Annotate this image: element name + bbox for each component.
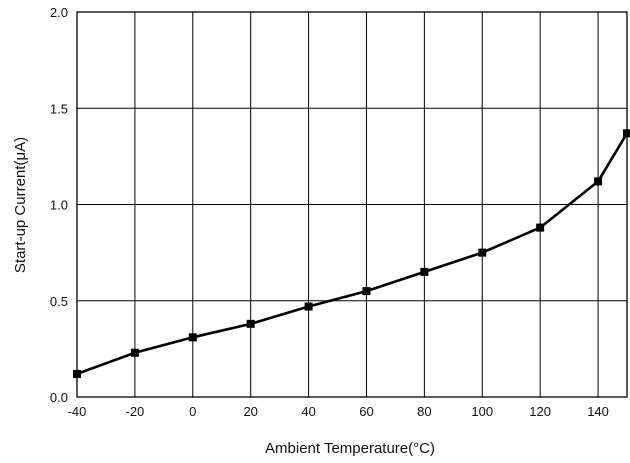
y-axis-label: Start-up Current(μA) (12, 137, 29, 273)
x-tick-label: -40 (68, 404, 87, 419)
series-line (76, 132, 629, 376)
y-tick-label: 0.5 (50, 294, 68, 309)
x-axis-label: Ambient Temperature(°C) (265, 440, 435, 457)
x-tick-label: -20 (125, 404, 144, 419)
x-tick-label: 20 (243, 404, 257, 419)
x-tick-label: 100 (471, 404, 493, 419)
data-point-marker (536, 223, 545, 232)
data-point-marker (362, 287, 371, 296)
data-point-marker (246, 319, 255, 328)
y-tick-label: 1.5 (50, 101, 68, 116)
x-tick-label: 0 (189, 404, 196, 419)
data-point-marker (304, 302, 313, 311)
data-point-marker (478, 248, 487, 257)
tick-labels: -40 -20 0 20 40 60 80 100 120 140 0.0 0.5 1.0 1.5 2.0 (50, 5, 609, 419)
data-point-marker (594, 177, 603, 186)
x-tick-label: 60 (359, 404, 373, 419)
data-point-marker (420, 267, 429, 276)
plot-frame (76, 11, 628, 398)
y-tick-label: 2.0 (50, 5, 68, 20)
x-tick-label: 120 (529, 404, 551, 419)
x-tick-label: 40 (301, 404, 315, 419)
data-point-marker (188, 333, 197, 342)
grid (77, 12, 627, 397)
y-tick-label: 0.0 (50, 390, 68, 405)
series-start-up-current (73, 129, 630, 378)
data-point-marker (130, 348, 139, 357)
x-tick-label: 140 (587, 404, 609, 419)
x-tick-label: 80 (417, 404, 431, 419)
y-tick-label: 1.0 (50, 198, 68, 213)
